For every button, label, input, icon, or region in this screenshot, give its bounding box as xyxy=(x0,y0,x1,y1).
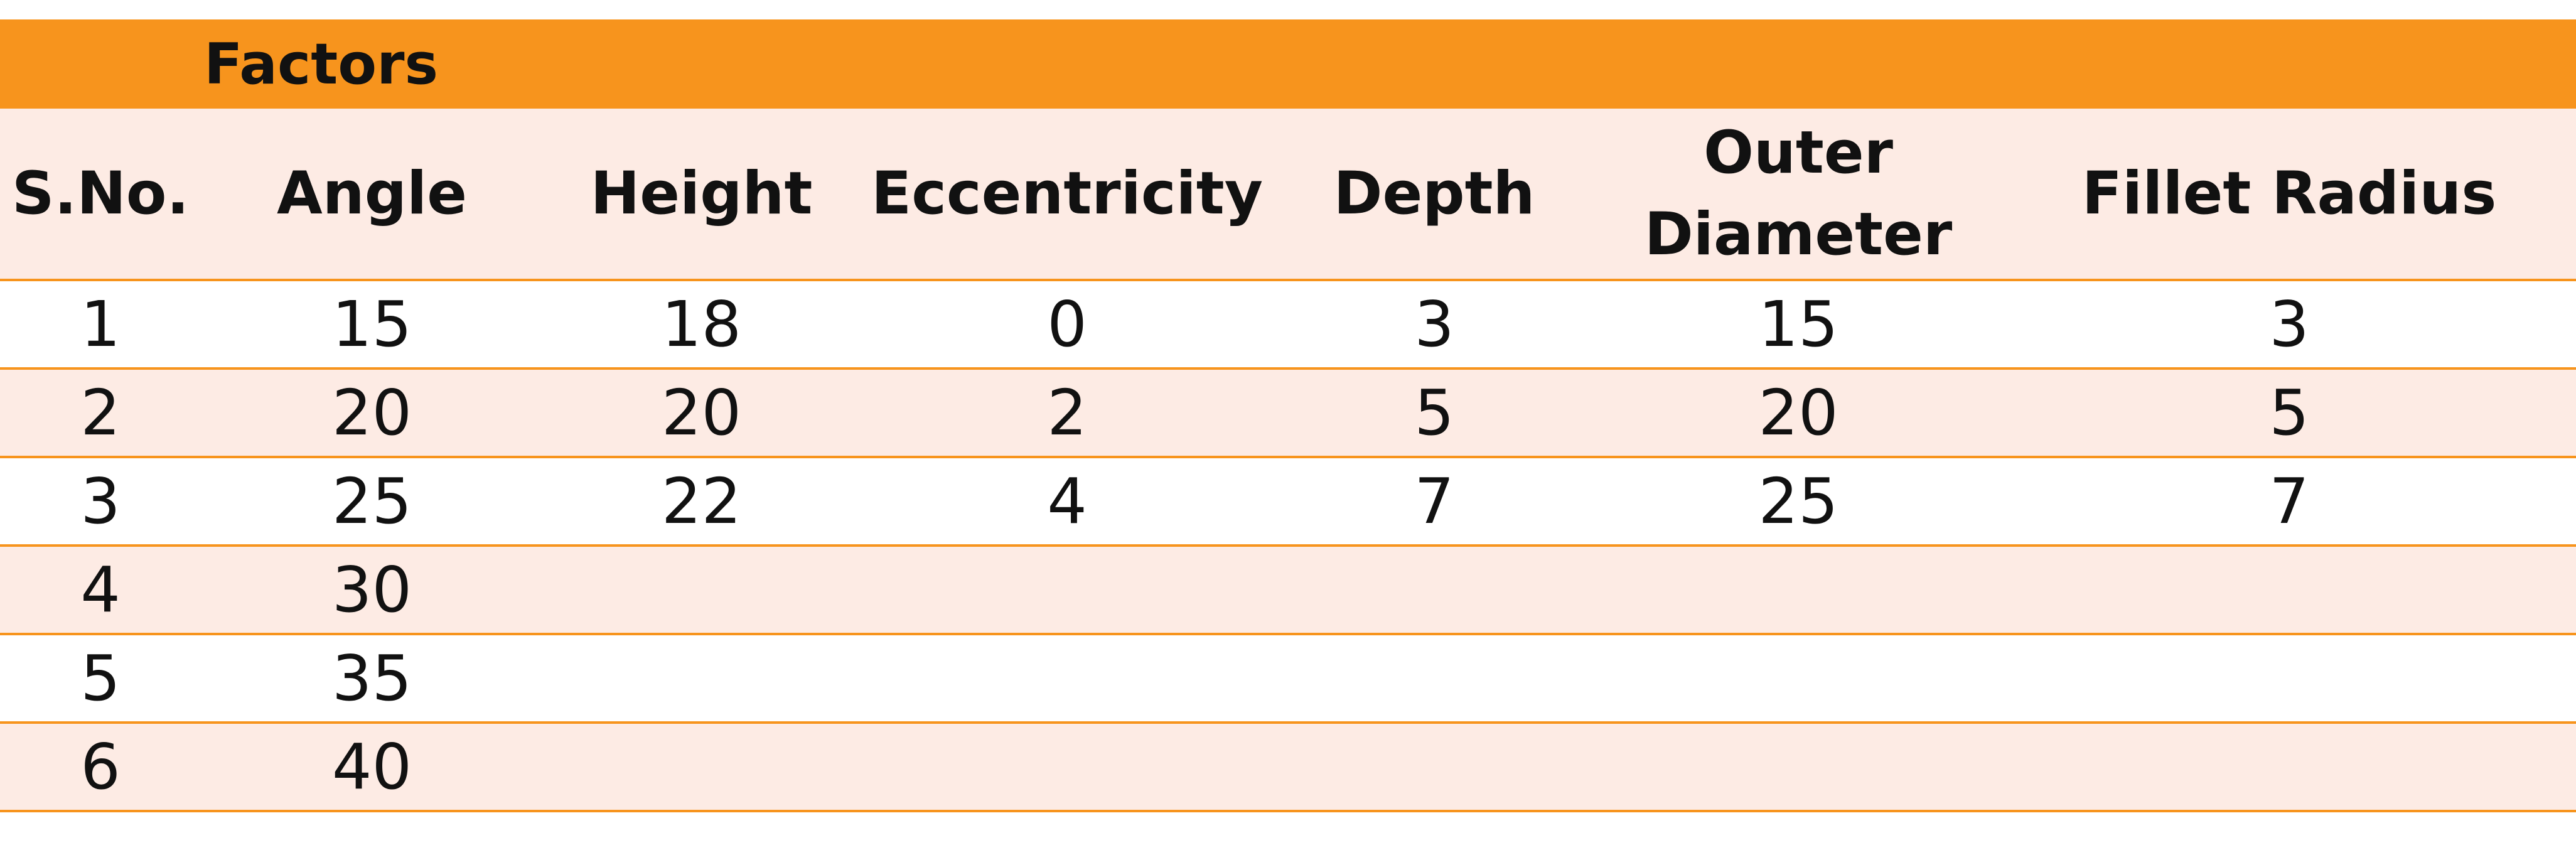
table-cell: 35 xyxy=(201,634,543,724)
header-label: Depth xyxy=(1333,159,1535,228)
table-row: 4 30 xyxy=(0,546,2576,635)
table-cell xyxy=(1594,546,2002,635)
table-cell xyxy=(1594,634,2002,724)
table-cell: 3 xyxy=(2002,280,2576,370)
table-cell xyxy=(543,634,860,724)
table-cell xyxy=(2002,546,2576,635)
table-cell: 15 xyxy=(1594,280,2002,370)
header-row: S.No. Angle Height Eccentricity Depth Outer Di… xyxy=(0,109,2576,281)
height-header: Height xyxy=(543,109,860,281)
sno-header: S.No. xyxy=(0,109,201,281)
table-row: 6 40 xyxy=(0,723,2576,812)
table-cell xyxy=(860,546,1274,635)
table-row: 2 20 20 2 5 20 5 xyxy=(0,368,2576,458)
table-title: Factors xyxy=(0,19,2576,109)
eccentricity-header: Eccentricity xyxy=(860,109,1274,281)
header-label: Angle xyxy=(277,159,467,228)
table-cell: 5 xyxy=(2002,368,2576,458)
header-label: S.No. xyxy=(11,159,190,228)
header-label: Height xyxy=(590,159,813,228)
table-cell: 18 xyxy=(543,280,860,370)
table-cell: 20 xyxy=(543,368,860,458)
table-cell xyxy=(1274,546,1594,635)
table-cell: 25 xyxy=(1594,457,2002,547)
table-cell: 22 xyxy=(543,457,860,547)
table-cell: 6 xyxy=(0,723,201,812)
table-cell xyxy=(543,546,860,635)
table-cell xyxy=(2002,634,2576,724)
title-row: Factors xyxy=(0,19,2576,109)
table-cell: 25 xyxy=(201,457,543,547)
factors-table: Factors S.No. Angle Height Eccentricity Dept… xyxy=(0,19,2576,812)
table-cell: 20 xyxy=(201,368,543,458)
header-label: Outer xyxy=(1704,118,1893,187)
table-cell: 15 xyxy=(201,280,543,370)
table-row: 5 35 xyxy=(0,634,2576,724)
table-cell: 1 xyxy=(0,280,201,370)
table-cell: 2 xyxy=(0,368,201,458)
table-cell: 0 xyxy=(860,280,1274,370)
table-cell: 2 xyxy=(860,368,1274,458)
table-cell: 40 xyxy=(201,723,543,812)
table-cell: 20 xyxy=(1594,368,2002,458)
angle-header: Angle xyxy=(201,109,543,281)
table-row: 1 15 18 0 3 15 3 xyxy=(0,280,2576,370)
table-cell: 3 xyxy=(1274,280,1594,370)
table-cell: 7 xyxy=(1274,457,1594,547)
table-cell: 3 xyxy=(0,457,201,547)
table-cell: 4 xyxy=(0,546,201,635)
table-cell: 30 xyxy=(201,546,543,635)
table-cell xyxy=(1594,723,2002,812)
table-cell: 5 xyxy=(1274,368,1594,458)
header-label: Fillet Radius xyxy=(2081,159,2497,228)
table-row: 3 25 22 4 7 25 7 xyxy=(0,457,2576,547)
bottom-strip xyxy=(0,842,2576,855)
table-cell xyxy=(860,723,1274,812)
table-cell xyxy=(1274,723,1594,812)
table-cell xyxy=(860,634,1274,724)
depth-header: Depth xyxy=(1274,109,1594,281)
table-cell: 5 xyxy=(0,634,201,724)
outer-diameter-header: Outer Diameter xyxy=(1594,109,2002,281)
fillet-radius-header: Fillet Radius xyxy=(2002,109,2576,281)
table-cell xyxy=(2002,723,2576,812)
table-cell: 4 xyxy=(860,457,1274,547)
header-label: Diameter xyxy=(1644,200,1953,269)
header-label: Eccentricity xyxy=(871,159,1263,228)
table-cell xyxy=(1274,634,1594,724)
table-cell: 7 xyxy=(2002,457,2576,547)
table-cell xyxy=(543,723,860,812)
